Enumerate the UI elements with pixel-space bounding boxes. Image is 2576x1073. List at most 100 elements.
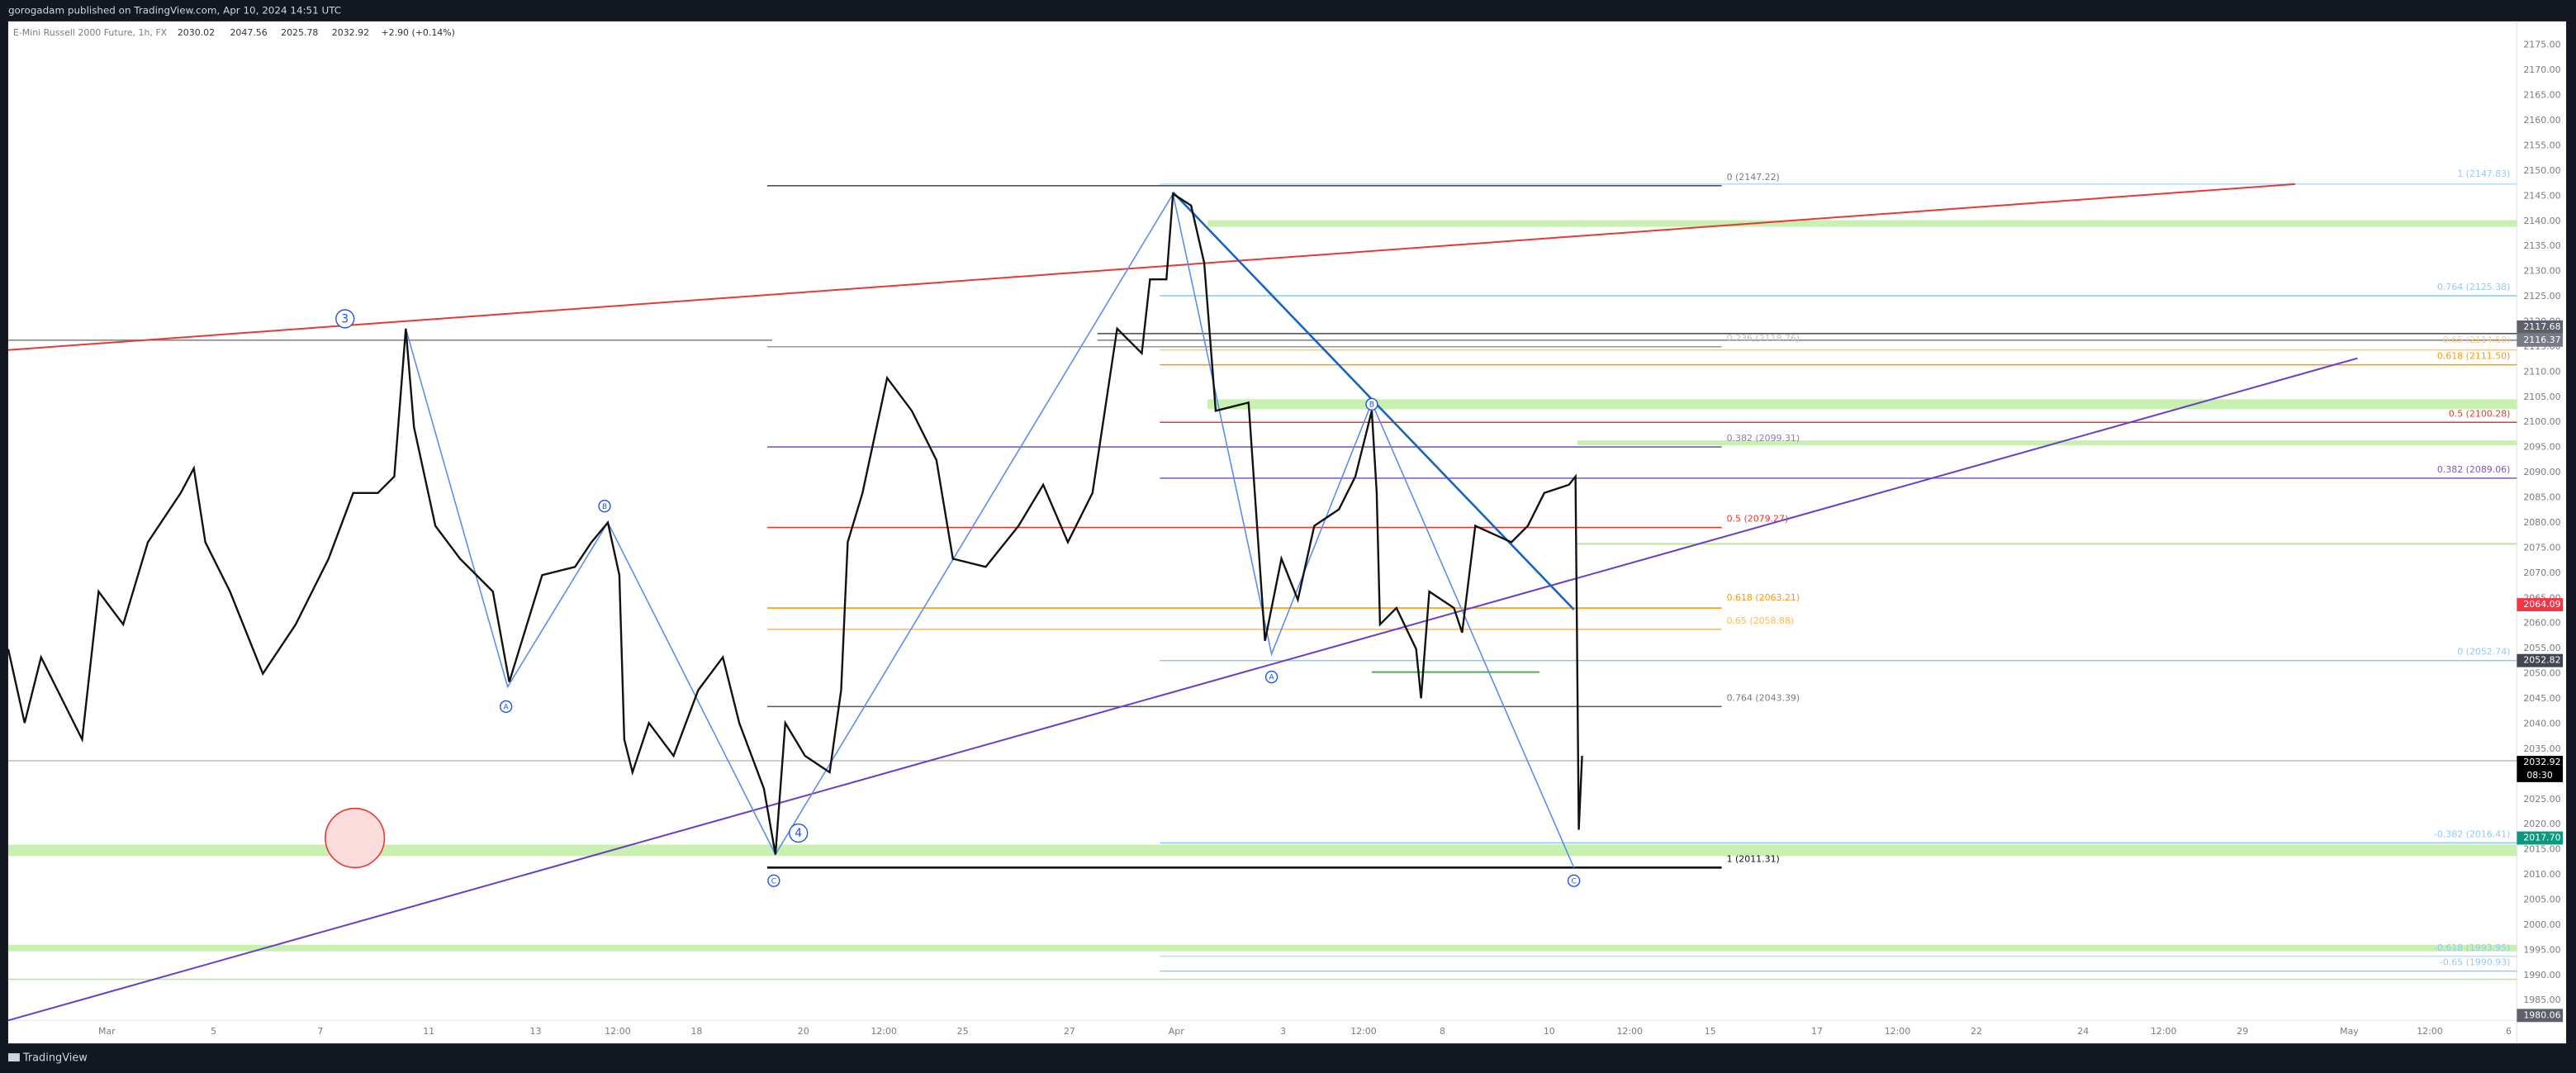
fib-label: 0.618 (2063.21) [1727, 592, 1800, 603]
time-label: 15 [1705, 1026, 1716, 1037]
wave-marker [1264, 670, 1279, 684]
ohlc-value: 2047.56 [230, 27, 267, 38]
time-label: 25 [957, 1026, 969, 1037]
price-label: 2000.00 [2523, 919, 2560, 930]
price-label: 2170.00 [2523, 64, 2560, 75]
wave-label: A [504, 703, 510, 711]
price-tag-label: 2032.92 [2523, 757, 2560, 767]
wave-marker [335, 309, 355, 329]
time-label: 5 [211, 1026, 216, 1037]
price-label: 2160.00 [2523, 115, 2560, 126]
zone [1207, 220, 2517, 227]
price-series [7, 192, 1583, 855]
wave-marker [1567, 874, 1581, 887]
price-tag [2517, 831, 2564, 845]
price-label: 2010.00 [2523, 869, 2560, 880]
time-label: May [2340, 1026, 2359, 1037]
time-label: Mar [98, 1026, 116, 1037]
wave-marker [500, 700, 513, 714]
wave-label: 3 [341, 313, 349, 326]
price-label: 1995.00 [2523, 944, 2560, 955]
price-label: 2095.00 [2523, 442, 2560, 453]
zone [7, 944, 2517, 952]
time-label: 7 [317, 1026, 323, 1037]
labels: gorogadam published on TradingView.com, … [7, 4, 2564, 1065]
time-label: 3 [1280, 1026, 1286, 1037]
time-label: 8 [1440, 1026, 1445, 1037]
symbol: E-Mini Russell 2000 Future, 1h, FX [13, 27, 168, 38]
price-label: 2020.00 [2523, 819, 2560, 829]
price-tag-label: 2117.68 [2523, 321, 2560, 332]
zones [7, 220, 2517, 980]
price-label: 2050.00 [2523, 668, 2560, 679]
price-label: 2145.00 [2523, 190, 2560, 201]
price-tag [2517, 1009, 2564, 1023]
wave-label: A [1269, 674, 1275, 682]
countdown: 08:30 [2526, 770, 2553, 781]
chart-area [7, 21, 2567, 1044]
price-label: 2135.00 [2523, 240, 2560, 251]
time-label: 29 [2237, 1026, 2248, 1037]
fib-label: 1 (2011.31) [1727, 853, 1780, 864]
ohlc-value: 2030.02 [178, 27, 215, 38]
brand-logo [7, 1053, 20, 1062]
time-label: 24 [2077, 1026, 2089, 1037]
price-label: 2175.00 [2523, 40, 2560, 50]
price-label: 2035.00 [2523, 743, 2560, 754]
fib-label: 0.764 (2125.38) [2437, 282, 2511, 292]
wave-path [405, 192, 1575, 868]
brand: TradingView [22, 1052, 88, 1065]
time-label: 12:00 [2151, 1026, 2177, 1037]
ohlc-value: 2025.78 [281, 27, 318, 38]
fib-label: 0.236 (2118.76) [1727, 333, 1800, 344]
wave-marker [789, 823, 809, 843]
fib-label: 0.65 (2114.50) [2443, 335, 2511, 345]
price-tag [2517, 653, 2564, 667]
fib-label: -0.618 (1993.95) [2434, 942, 2511, 953]
ohlc-value: 2032.92 [332, 27, 369, 38]
zone [1577, 440, 2517, 446]
fib-label: 0.382 (2089.06) [2437, 464, 2511, 475]
time-label: 27 [1064, 1026, 1075, 1037]
publisher: gorogadam published on TradingView.com, … [8, 4, 341, 16]
change: +2.90 (+0.14%) [381, 27, 454, 38]
price-label: 2105.00 [2523, 392, 2560, 402]
wave-marker [1365, 397, 1378, 411]
time-label: 12:00 [1885, 1026, 1911, 1037]
wave-label: C [771, 877, 776, 885]
time-label: 13 [530, 1026, 542, 1037]
time-label: 22 [1971, 1026, 1982, 1037]
wave-label: C [1571, 877, 1576, 885]
time-label: 10 [1544, 1026, 1555, 1037]
price-label: 2045.00 [2523, 693, 2560, 704]
price-label: 2150.00 [2523, 165, 2560, 176]
time-label: 12:00 [871, 1026, 897, 1037]
fib-label: 1 (2147.83) [2457, 169, 2510, 179]
fib-label: 0 (2052.74) [2457, 647, 2510, 658]
highlight-circle [325, 807, 386, 869]
price-label: 2130.00 [2523, 266, 2560, 277]
price-tag-label: 2052.82 [2523, 655, 2560, 666]
price-label: 2110.00 [2523, 366, 2560, 377]
price-tag-label: 2116.37 [2523, 335, 2560, 345]
time-label: 18 [690, 1026, 702, 1037]
price-label: 2100.00 [2523, 416, 2560, 427]
price-label: 2155.00 [2523, 140, 2560, 150]
zone [1207, 399, 2517, 410]
price-tag-label: 1980.06 [2523, 1009, 2560, 1020]
fib-label: 0.65 (2058.88) [1727, 615, 1795, 626]
fib-label: -0.65 (1990.93) [2440, 957, 2511, 968]
price-tag-label: 2017.70 [2523, 833, 2560, 843]
price-label: 2005.00 [2523, 895, 2560, 905]
time-label: 20 [798, 1026, 809, 1037]
price-label: 2015.00 [2523, 844, 2560, 855]
time-label: 12:00 [605, 1026, 631, 1037]
price-tag [2517, 320, 2564, 334]
fib-label: -0.382 (2016.41) [2434, 829, 2511, 840]
time-label: 11 [423, 1026, 434, 1037]
wave-label: 4 [795, 827, 802, 840]
trendline [7, 357, 2358, 1022]
price-label: 2090.00 [2523, 467, 2560, 477]
price-label: 2080.00 [2523, 517, 2560, 528]
